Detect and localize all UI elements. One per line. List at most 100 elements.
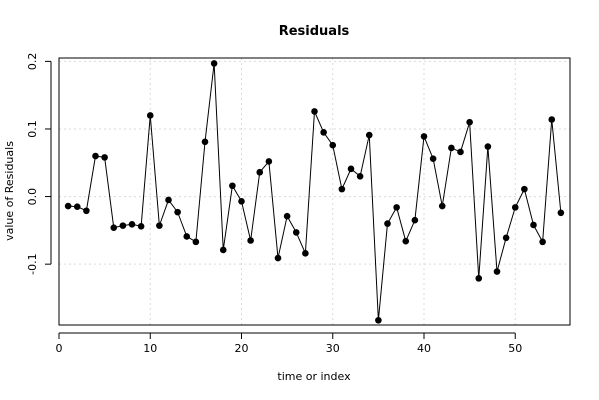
x-tick-label-4: 40 bbox=[417, 342, 431, 355]
series-segment bbox=[487, 146, 498, 272]
series-segment bbox=[441, 147, 452, 207]
series-segment bbox=[496, 237, 507, 272]
x-tick-label-3: 30 bbox=[326, 342, 340, 355]
data-point bbox=[238, 198, 245, 205]
data-point bbox=[128, 220, 136, 228]
series-segment bbox=[332, 145, 343, 190]
y-axis-label: value of Residuals bbox=[3, 141, 16, 241]
y-tick-label-0: -0.1 bbox=[26, 253, 39, 274]
data-point bbox=[165, 196, 172, 204]
x-tick-label-0: 0 bbox=[56, 342, 63, 355]
data-point bbox=[329, 141, 337, 149]
data-point bbox=[302, 250, 309, 257]
series-segment bbox=[551, 119, 562, 213]
series-segment bbox=[368, 135, 379, 321]
data-point bbox=[183, 233, 191, 240]
series-segment bbox=[396, 207, 407, 242]
x-axis-label: time or index bbox=[277, 370, 351, 383]
data-point bbox=[146, 112, 154, 119]
series-segment bbox=[460, 122, 471, 153]
data-point bbox=[256, 168, 264, 176]
data-point bbox=[502, 234, 510, 242]
data-point bbox=[429, 155, 437, 163]
series-segment bbox=[104, 157, 115, 228]
data-point bbox=[365, 131, 373, 139]
data-point bbox=[265, 158, 273, 165]
series-segment bbox=[341, 168, 352, 190]
data-point bbox=[320, 129, 327, 136]
data-point bbox=[493, 268, 501, 275]
series-segment bbox=[213, 63, 224, 250]
data-point bbox=[311, 108, 318, 115]
data-point bbox=[420, 133, 428, 140]
data-point bbox=[274, 254, 282, 262]
data-point bbox=[83, 207, 90, 215]
series-segment bbox=[478, 146, 489, 279]
data-point bbox=[457, 148, 464, 156]
series-segment bbox=[423, 136, 434, 159]
data-point bbox=[283, 212, 291, 220]
series-segment bbox=[469, 122, 480, 279]
series-segment bbox=[523, 189, 534, 226]
data-point bbox=[156, 222, 163, 229]
data-point bbox=[484, 143, 492, 150]
chart-title: Residuals bbox=[279, 24, 350, 39]
data-point bbox=[292, 229, 300, 236]
series-segment bbox=[204, 63, 215, 142]
series-segment bbox=[140, 115, 151, 227]
series-segment bbox=[158, 199, 169, 226]
data-point bbox=[521, 185, 528, 193]
data-point bbox=[73, 203, 81, 211]
data-point bbox=[466, 118, 473, 126]
x-tick-label-2: 20 bbox=[235, 342, 249, 355]
data-point bbox=[347, 165, 355, 173]
series-segment bbox=[514, 188, 525, 208]
y-tick-label-1: 0.0 bbox=[26, 188, 39, 206]
series-segment bbox=[241, 201, 252, 241]
data-point bbox=[64, 202, 72, 210]
data-point bbox=[119, 222, 127, 229]
series-segment bbox=[177, 211, 188, 237]
series-segment bbox=[222, 185, 233, 251]
data-point bbox=[356, 172, 364, 180]
x-tick-label-5: 50 bbox=[508, 342, 522, 355]
grid-lines bbox=[58, 58, 570, 325]
data-point bbox=[448, 144, 455, 152]
x-tick-label-1: 10 bbox=[143, 342, 157, 355]
y-tick-label-3: 0.2 bbox=[26, 53, 39, 71]
series-segment bbox=[85, 155, 96, 211]
x-axis: 0 10 20 30 40 50 bbox=[56, 332, 522, 355]
series-segment bbox=[149, 115, 160, 226]
data-point bbox=[438, 202, 446, 210]
series-residuals bbox=[64, 60, 565, 324]
y-axis: -0.1 0.0 0.1 0.2 bbox=[26, 53, 52, 275]
data-point bbox=[210, 60, 218, 67]
series-segment bbox=[359, 134, 370, 177]
data-point bbox=[137, 223, 145, 230]
data-point bbox=[402, 237, 410, 245]
series-segment bbox=[405, 220, 416, 242]
data-point bbox=[338, 185, 346, 193]
data-point bbox=[247, 237, 254, 244]
y-tick-label-2: 0.1 bbox=[26, 120, 39, 138]
data-point bbox=[557, 209, 565, 217]
series-segment bbox=[414, 136, 425, 221]
data-point bbox=[110, 224, 118, 231]
series-segment bbox=[250, 172, 261, 241]
data-point bbox=[219, 246, 227, 254]
data-point bbox=[101, 154, 108, 161]
series-segment bbox=[542, 119, 553, 242]
data-point bbox=[475, 275, 483, 282]
series-segment bbox=[304, 111, 315, 254]
series-segment bbox=[295, 232, 306, 254]
data-point bbox=[174, 208, 181, 216]
data-point bbox=[393, 204, 400, 211]
data-point bbox=[539, 238, 546, 246]
series-segment bbox=[195, 141, 206, 242]
data-point bbox=[375, 316, 382, 324]
series-segment bbox=[432, 158, 443, 207]
data-point bbox=[201, 138, 209, 146]
series-segment bbox=[277, 216, 288, 259]
series-segment bbox=[505, 207, 516, 238]
series-segment bbox=[314, 111, 325, 133]
